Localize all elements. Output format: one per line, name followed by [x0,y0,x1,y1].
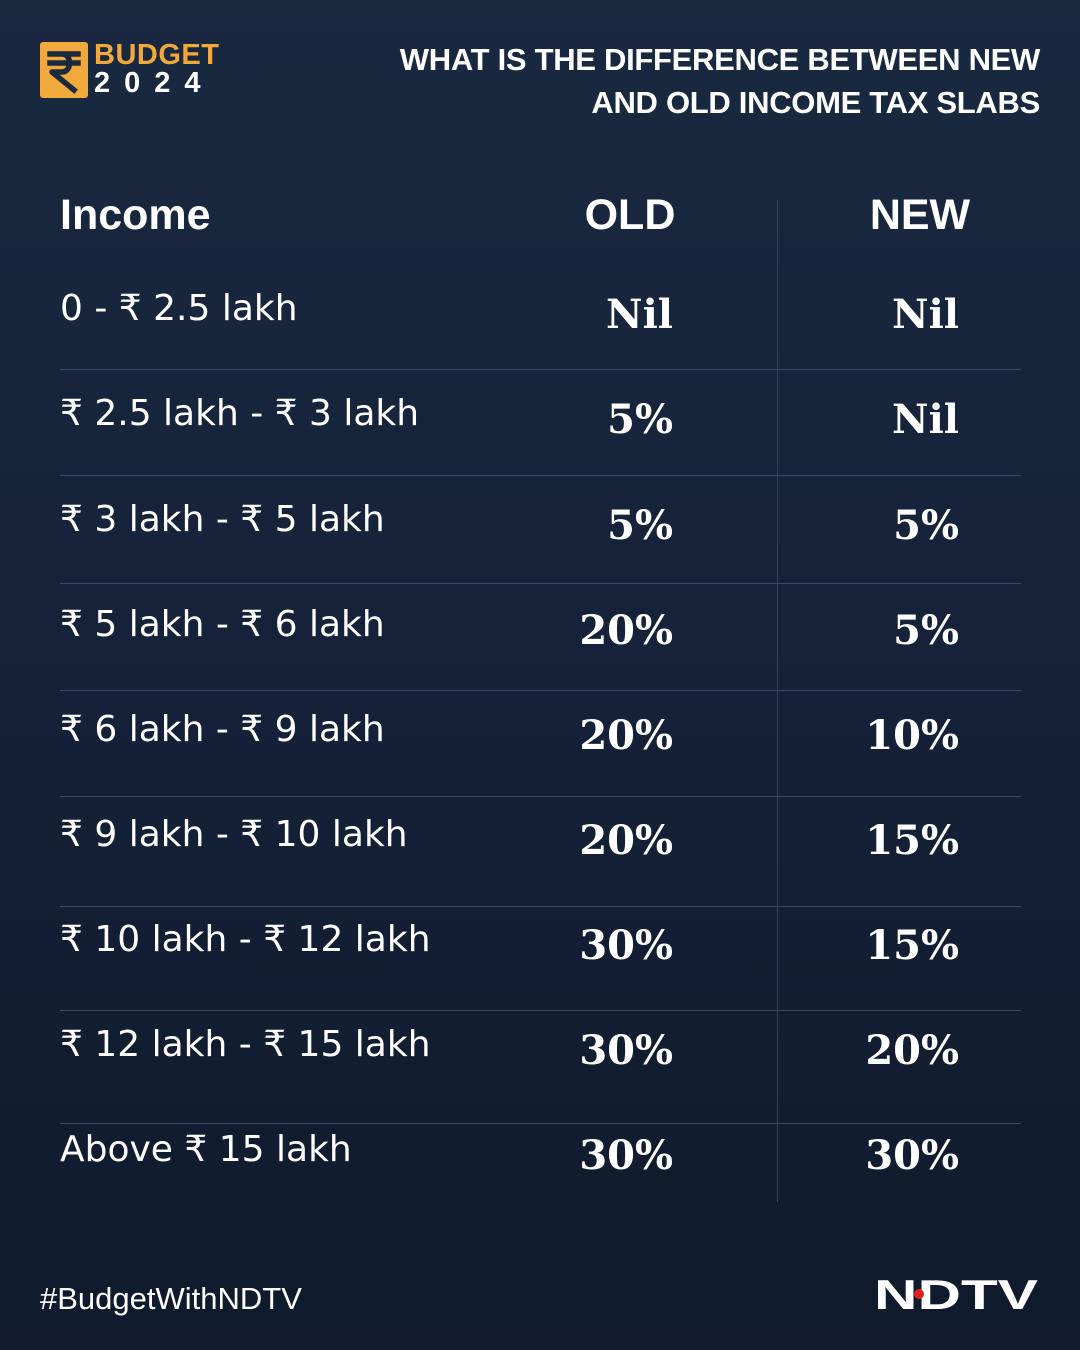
new-rate-cell: 15% [865,922,959,969]
ndtv-logo: NDTV [874,1274,1038,1314]
income-cell: ₹ 10 lakh - ₹ 12 lakh [60,919,431,960]
table-row: ₹ 12 lakh - ₹ 15 lakh 30% 20% [60,1016,1021,1124]
old-rate-cell: 5% [607,396,673,443]
income-cell: ₹ 3 lakh - ₹ 5 lakh [60,499,385,540]
table-row: Above ₹ 15 lakh 30% 30% [60,1121,1021,1201]
column-divider [777,200,778,1202]
old-rate-cell: Nil [606,291,673,338]
income-cell: ₹ 9 lakh - ₹ 10 lakh [60,814,408,855]
headline-line-2: AND OLD INCOME TAX SLABS [591,85,1040,120]
header-old: OLD [584,191,676,239]
table-row: ₹ 10 lakh - ₹ 12 lakh 30% 15% [60,911,1021,1011]
old-rate-cell: 20% [579,607,673,654]
new-rate-cell: 5% [893,502,959,549]
new-rate-cell: 5% [893,607,959,654]
brand-dot [914,1289,924,1299]
tax-slab-table: Income OLD NEW 0 - ₹ 2.5 lakh Nil Nil ₹ … [60,180,1021,1202]
table-row: ₹ 6 lakh - ₹ 9 lakh 20% 10% [60,701,1021,797]
row-divider [60,475,1021,476]
brand-text: NDTV [874,1274,1038,1314]
income-cell: ₹ 5 lakh - ₹ 6 lakh [60,604,385,645]
new-rate-cell: Nil [892,291,959,338]
old-rate-cell: 30% [579,922,673,969]
rupee-icon [40,42,88,98]
old-rate-cell: 5% [607,502,673,549]
old-rate-cell: 30% [579,1027,673,1074]
headline: WHAT IS THE DIFFERENCE BETWEEN NEW AND O… [340,38,1041,124]
row-divider [60,796,1021,797]
row-divider [60,1123,1021,1124]
row-divider [60,583,1021,584]
logo-year: 2024 [94,67,215,99]
old-rate-cell: 30% [579,1132,673,1179]
new-rate-cell: 10% [865,712,959,759]
logo-word: BUDGET [94,39,220,71]
row-divider [60,906,1021,907]
new-rate-cell: 30% [865,1132,959,1179]
table-row: 0 - ₹ 2.5 lakh Nil Nil [60,280,1021,370]
row-divider [60,690,1021,691]
income-cell: ₹ 6 lakh - ₹ 9 lakh [60,709,385,750]
table-row: ₹ 9 lakh - ₹ 10 lakh 20% 15% [60,806,1021,907]
income-cell: 0 - ₹ 2.5 lakh [60,288,298,329]
income-cell: ₹ 12 lakh - ₹ 15 lakh [60,1024,431,1065]
headline-line-1: WHAT IS THE DIFFERENCE BETWEEN NEW [399,42,1041,77]
income-cell: Above ₹ 15 lakh [60,1129,352,1170]
income-cell: ₹ 2.5 lakh - ₹ 3 lakh [60,393,420,434]
table-row: ₹ 2.5 lakh - ₹ 3 lakh 5% Nil [60,385,1021,476]
budget-logo: BUDGET 2024 [40,40,230,102]
header-income: Income [60,191,211,239]
row-divider [60,369,1021,370]
row-divider [60,1010,1021,1011]
header-new: NEW [869,191,971,239]
new-rate-cell: 15% [865,817,959,864]
old-rate-cell: 20% [579,817,673,864]
table-row: ₹ 3 lakh - ₹ 5 lakh 5% 5% [60,491,1021,584]
new-rate-cell: 20% [865,1027,959,1074]
new-rate-cell: Nil [892,396,959,443]
table-row: ₹ 5 lakh - ₹ 6 lakh 20% 5% [60,596,1021,691]
old-rate-cell: 20% [579,712,673,759]
hashtag: #BudgetWithNDTV [40,1281,302,1316]
